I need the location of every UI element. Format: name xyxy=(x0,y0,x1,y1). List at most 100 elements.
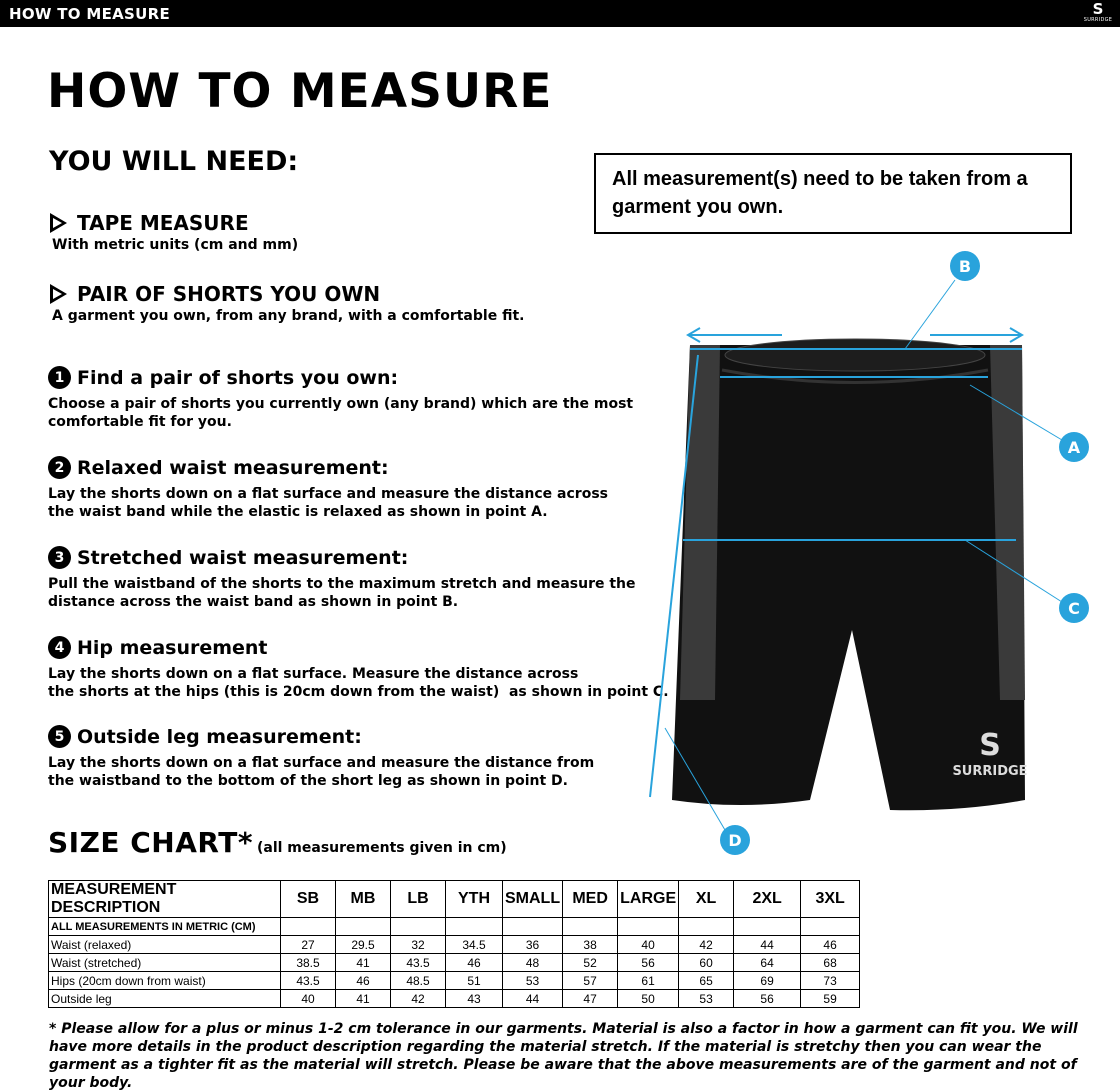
cell-value: 38.5 xyxy=(280,953,336,972)
cell-value: 40 xyxy=(280,989,336,1008)
cell-value: 48 xyxy=(501,953,564,972)
play-triangle-icon xyxy=(50,284,67,304)
table-header-row: MEASUREMENT DESCRIPTION SB MB LB YTH SMALL MED… xyxy=(48,880,861,918)
row-label: Hips (20cm down from waist) xyxy=(48,971,281,990)
step-2: 2 Relaxed waist measurement: Lay the shor… xyxy=(48,456,608,521)
cell-value: 52 xyxy=(562,953,619,972)
cell-value: 44 xyxy=(501,989,564,1008)
table-row: Hips (20cm down from waist) 43.5 46 48.5 51 5… xyxy=(48,971,861,990)
label-a-icon xyxy=(1059,432,1089,462)
play-triangle-icon xyxy=(50,213,67,233)
shorts-illustration: SURRIDGE S xyxy=(672,338,1028,811)
cell-value: 69 xyxy=(733,971,802,990)
row-label: Outside leg xyxy=(48,989,281,1008)
shorts-diagram: SURRIDGE S A B C D xyxy=(649,251,1089,855)
page-title: HOW TO MEASURE xyxy=(47,64,553,119)
cell-value: 43.5 xyxy=(390,953,446,972)
cell-value: 42 xyxy=(678,935,735,954)
cell-value: 32 xyxy=(390,935,446,954)
table-row: Waist (relaxed) 27 29.5 32 34.5 36 38 40 42 44 46 xyxy=(48,935,861,954)
size-chart-table: MEASUREMENT DESCRIPTION SB MB LB YTH SMALL MED… xyxy=(48,880,861,1008)
cell-value: 43 xyxy=(445,989,503,1008)
table-row: Outside leg 40 41 42 43 44 47 50 53 56 59 xyxy=(48,989,861,1008)
row-label: Waist (relaxed) xyxy=(48,935,281,954)
step-number-icon: 5 xyxy=(48,725,71,748)
header-title: HOW TO MEASURE xyxy=(9,5,171,23)
cell-value: 73 xyxy=(800,971,861,990)
need-item-desc: With metric units (cm and mm) xyxy=(52,237,299,253)
cell-value: 60 xyxy=(678,953,735,972)
cell-value: 56 xyxy=(617,953,680,972)
cell-value: 44 xyxy=(733,935,802,954)
step-5: 5 Outside leg measurement: Lay the shorts… xyxy=(48,725,594,790)
you-will-need-heading: YOU WILL NEED: xyxy=(49,146,299,177)
need-item-title: PAIR OF SHORTS YOU OWN xyxy=(77,282,381,306)
step-number-icon: 4 xyxy=(48,636,71,659)
cell-value: 51 xyxy=(445,971,503,990)
step-text: Pull the waistband of the shorts to the … xyxy=(48,576,636,610)
cell-value: 38 xyxy=(562,935,619,954)
footnote: * Please allow for a plus or minus 1-2 c… xyxy=(49,1021,1078,1091)
cell-value: 68 xyxy=(800,953,861,972)
step-title: Stretched waist measurement: xyxy=(77,546,409,569)
step-title: Outside leg measurement: xyxy=(77,725,362,748)
step-title: Find a pair of shorts you own: xyxy=(77,366,399,389)
cell-value: 42 xyxy=(390,989,446,1008)
table-row: ALL MEASUREMENTS IN METRIC (CM) xyxy=(48,917,861,936)
surridge-logo: S SURRIDGE xyxy=(1083,0,1113,23)
step-text: Lay the shorts down on a flat surface an… xyxy=(48,486,608,520)
need-item-shorts: PAIR OF SHORTS YOU OWN A garment you own… xyxy=(50,282,524,324)
svg-text:D: D xyxy=(728,831,741,850)
cell-value: 46 xyxy=(335,971,391,990)
step-number-icon: 3 xyxy=(48,546,71,569)
cell-value: 41 xyxy=(335,989,391,1008)
notice-box: All measurement(s) need to be taken from… xyxy=(594,153,1072,234)
cell-value: 27 xyxy=(280,935,336,954)
cell-value: 53 xyxy=(501,971,564,990)
cell-value: 56 xyxy=(733,989,802,1008)
brand-s-icon: S xyxy=(979,728,1001,763)
cell-value: 46 xyxy=(445,953,503,972)
svg-text:A: A xyxy=(1068,438,1081,457)
label-c-icon xyxy=(1059,593,1089,623)
brand-logo: SURRIDGE xyxy=(952,764,1027,779)
step-title: Relaxed waist measurement: xyxy=(77,456,389,479)
svg-text:B: B xyxy=(959,257,971,276)
need-item-tape: TAPE MEASURE With metric units (cm and m… xyxy=(50,211,298,253)
table-row: Waist (stretched) 38.5 41 43.5 46 48 52 56 60 64 6… xyxy=(48,953,861,972)
label-b-icon xyxy=(950,251,980,281)
cell-value: 41 xyxy=(335,953,391,972)
label-d-icon xyxy=(720,825,750,855)
step-number-icon: 2 xyxy=(48,456,71,479)
svg-text:C: C xyxy=(1068,599,1080,618)
cell-value: 46 xyxy=(800,935,861,954)
cell-value: 40 xyxy=(617,935,680,954)
cell-value: 34.5 xyxy=(445,935,503,954)
top-bar: HOW TO MEASURE S SURRIDGE xyxy=(0,0,1120,27)
step-text: Choose a pair of shorts you currently ow… xyxy=(48,396,634,430)
cell-value: 59 xyxy=(800,989,861,1008)
step-text: Lay the shorts down on a flat surface an… xyxy=(48,755,595,789)
cell-value: 64 xyxy=(733,953,802,972)
need-item-title: TAPE MEASURE xyxy=(77,211,249,235)
cell-value: 47 xyxy=(562,989,619,1008)
step-4: 4 Hip measurement Lay the shorts down on … xyxy=(48,636,669,701)
need-item-desc: A garment you own, from any brand, with … xyxy=(52,308,525,324)
row-label: Waist (stretched) xyxy=(48,953,281,972)
cell-value: 65 xyxy=(678,971,735,990)
cell-value: 48.5 xyxy=(390,971,446,990)
cell-value: 29.5 xyxy=(335,935,391,954)
step-1: 1 Find a pair of shorts you own: Choose a… xyxy=(48,366,633,431)
cell-value: 53 xyxy=(678,989,735,1008)
step-text: Lay the shorts down on a flat surface. M… xyxy=(48,666,669,700)
cell-value: 50 xyxy=(617,989,680,1008)
cell-value: 61 xyxy=(617,971,680,990)
step-title: Hip measurement xyxy=(77,636,268,659)
step-3: 3 Stretched waist measurement: Pull the w… xyxy=(48,546,636,611)
measure-line-d xyxy=(649,354,699,798)
cell-value: 36 xyxy=(501,935,564,954)
size-chart-title: SIZE CHART* xyxy=(48,826,253,859)
cell-value: 43.5 xyxy=(280,971,336,990)
cell-value: 57 xyxy=(562,971,619,990)
size-chart-note: (all measurements given in cm) xyxy=(256,840,507,856)
